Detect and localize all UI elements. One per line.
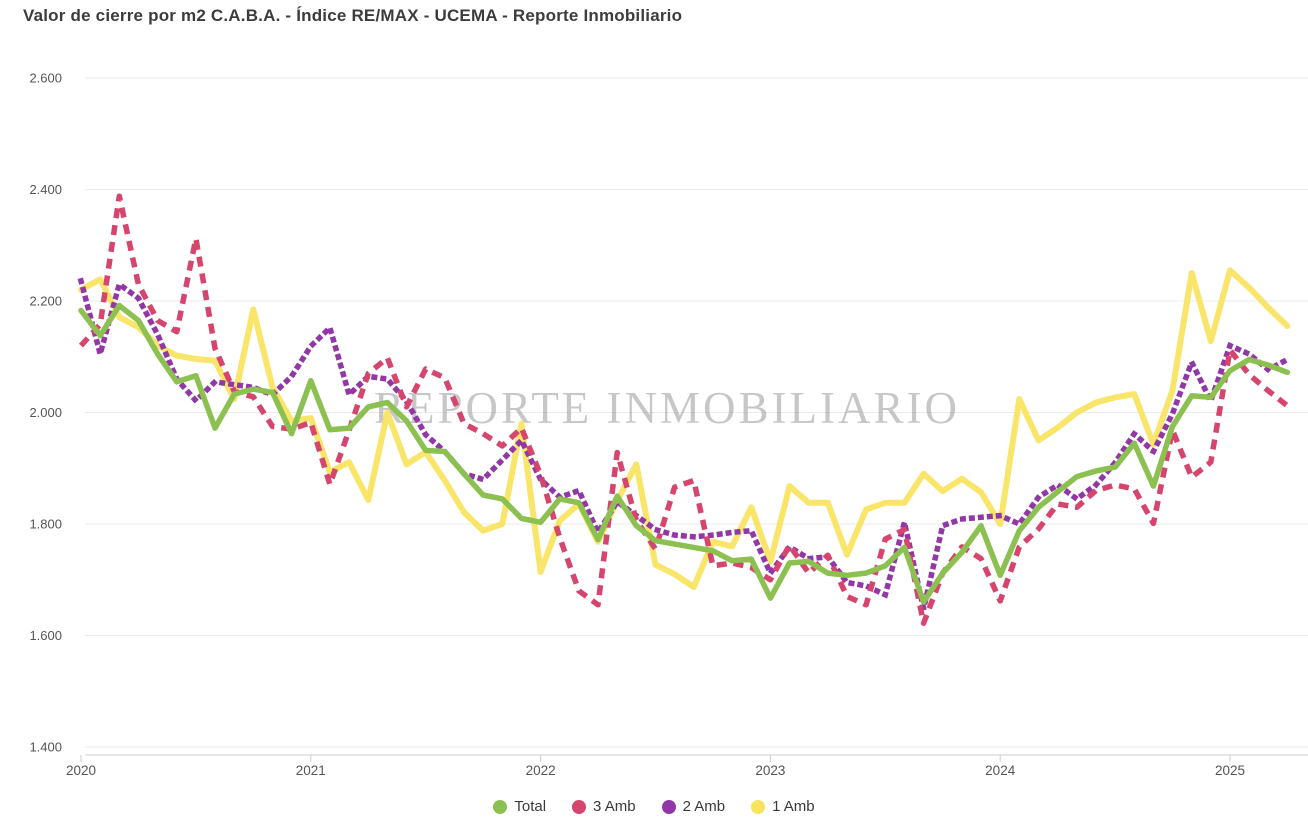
legend-dot-1-amb — [751, 799, 766, 814]
y-axis-label: 1.400 — [29, 740, 62, 755]
chart-title: Valor de cierre por m2 C.A.B.A. - Índice… — [23, 6, 683, 25]
x-axis-label: 2022 — [526, 763, 556, 778]
series-line-3-amb — [78, 193, 1290, 626]
x-axis-label: 2025 — [1215, 763, 1245, 778]
x-axis-label: 2024 — [985, 763, 1016, 778]
y-axis-label: 1.600 — [29, 628, 62, 643]
series-line-total — [78, 302, 1291, 605]
legend-item-1-amb[interactable]: 1 Amb — [751, 798, 815, 815]
legend-item-total[interactable]: Total — [493, 798, 546, 815]
y-axis-label: 2.600 — [29, 71, 62, 86]
y-axis-label: 2.200 — [29, 294, 62, 309]
legend-item-2-amb[interactable]: 2 Amb — [661, 798, 726, 815]
series-line-1-amb — [78, 267, 1291, 590]
legend-item-3-amb[interactable]: 3 Amb — [572, 798, 636, 815]
x-axis-label: 2021 — [296, 763, 326, 778]
chart-legend: Total 3 Amb 2 Amb 1 Amb — [0, 798, 1308, 815]
y-axis-label: 2.400 — [29, 182, 62, 197]
legend-label: Total — [514, 798, 547, 815]
y-axis-label: 2.000 — [29, 405, 62, 420]
legend-label: 2 Amb — [682, 798, 726, 815]
legend-dot-2-amb — [661, 799, 676, 814]
legend-label: 1 Amb — [772, 798, 815, 815]
legend-label: 3 Amb — [593, 798, 636, 815]
legend-dot-total — [493, 799, 508, 814]
x-axis-label: 2023 — [755, 763, 785, 778]
x-axis-label: 2020 — [66, 763, 96, 778]
series-line-2-amb — [77, 277, 1292, 610]
y-axis-label: 1.800 — [29, 517, 62, 532]
watermark: REPORTE INMOBILIARIO — [374, 383, 960, 433]
legend-dot-3-amb — [572, 799, 587, 814]
